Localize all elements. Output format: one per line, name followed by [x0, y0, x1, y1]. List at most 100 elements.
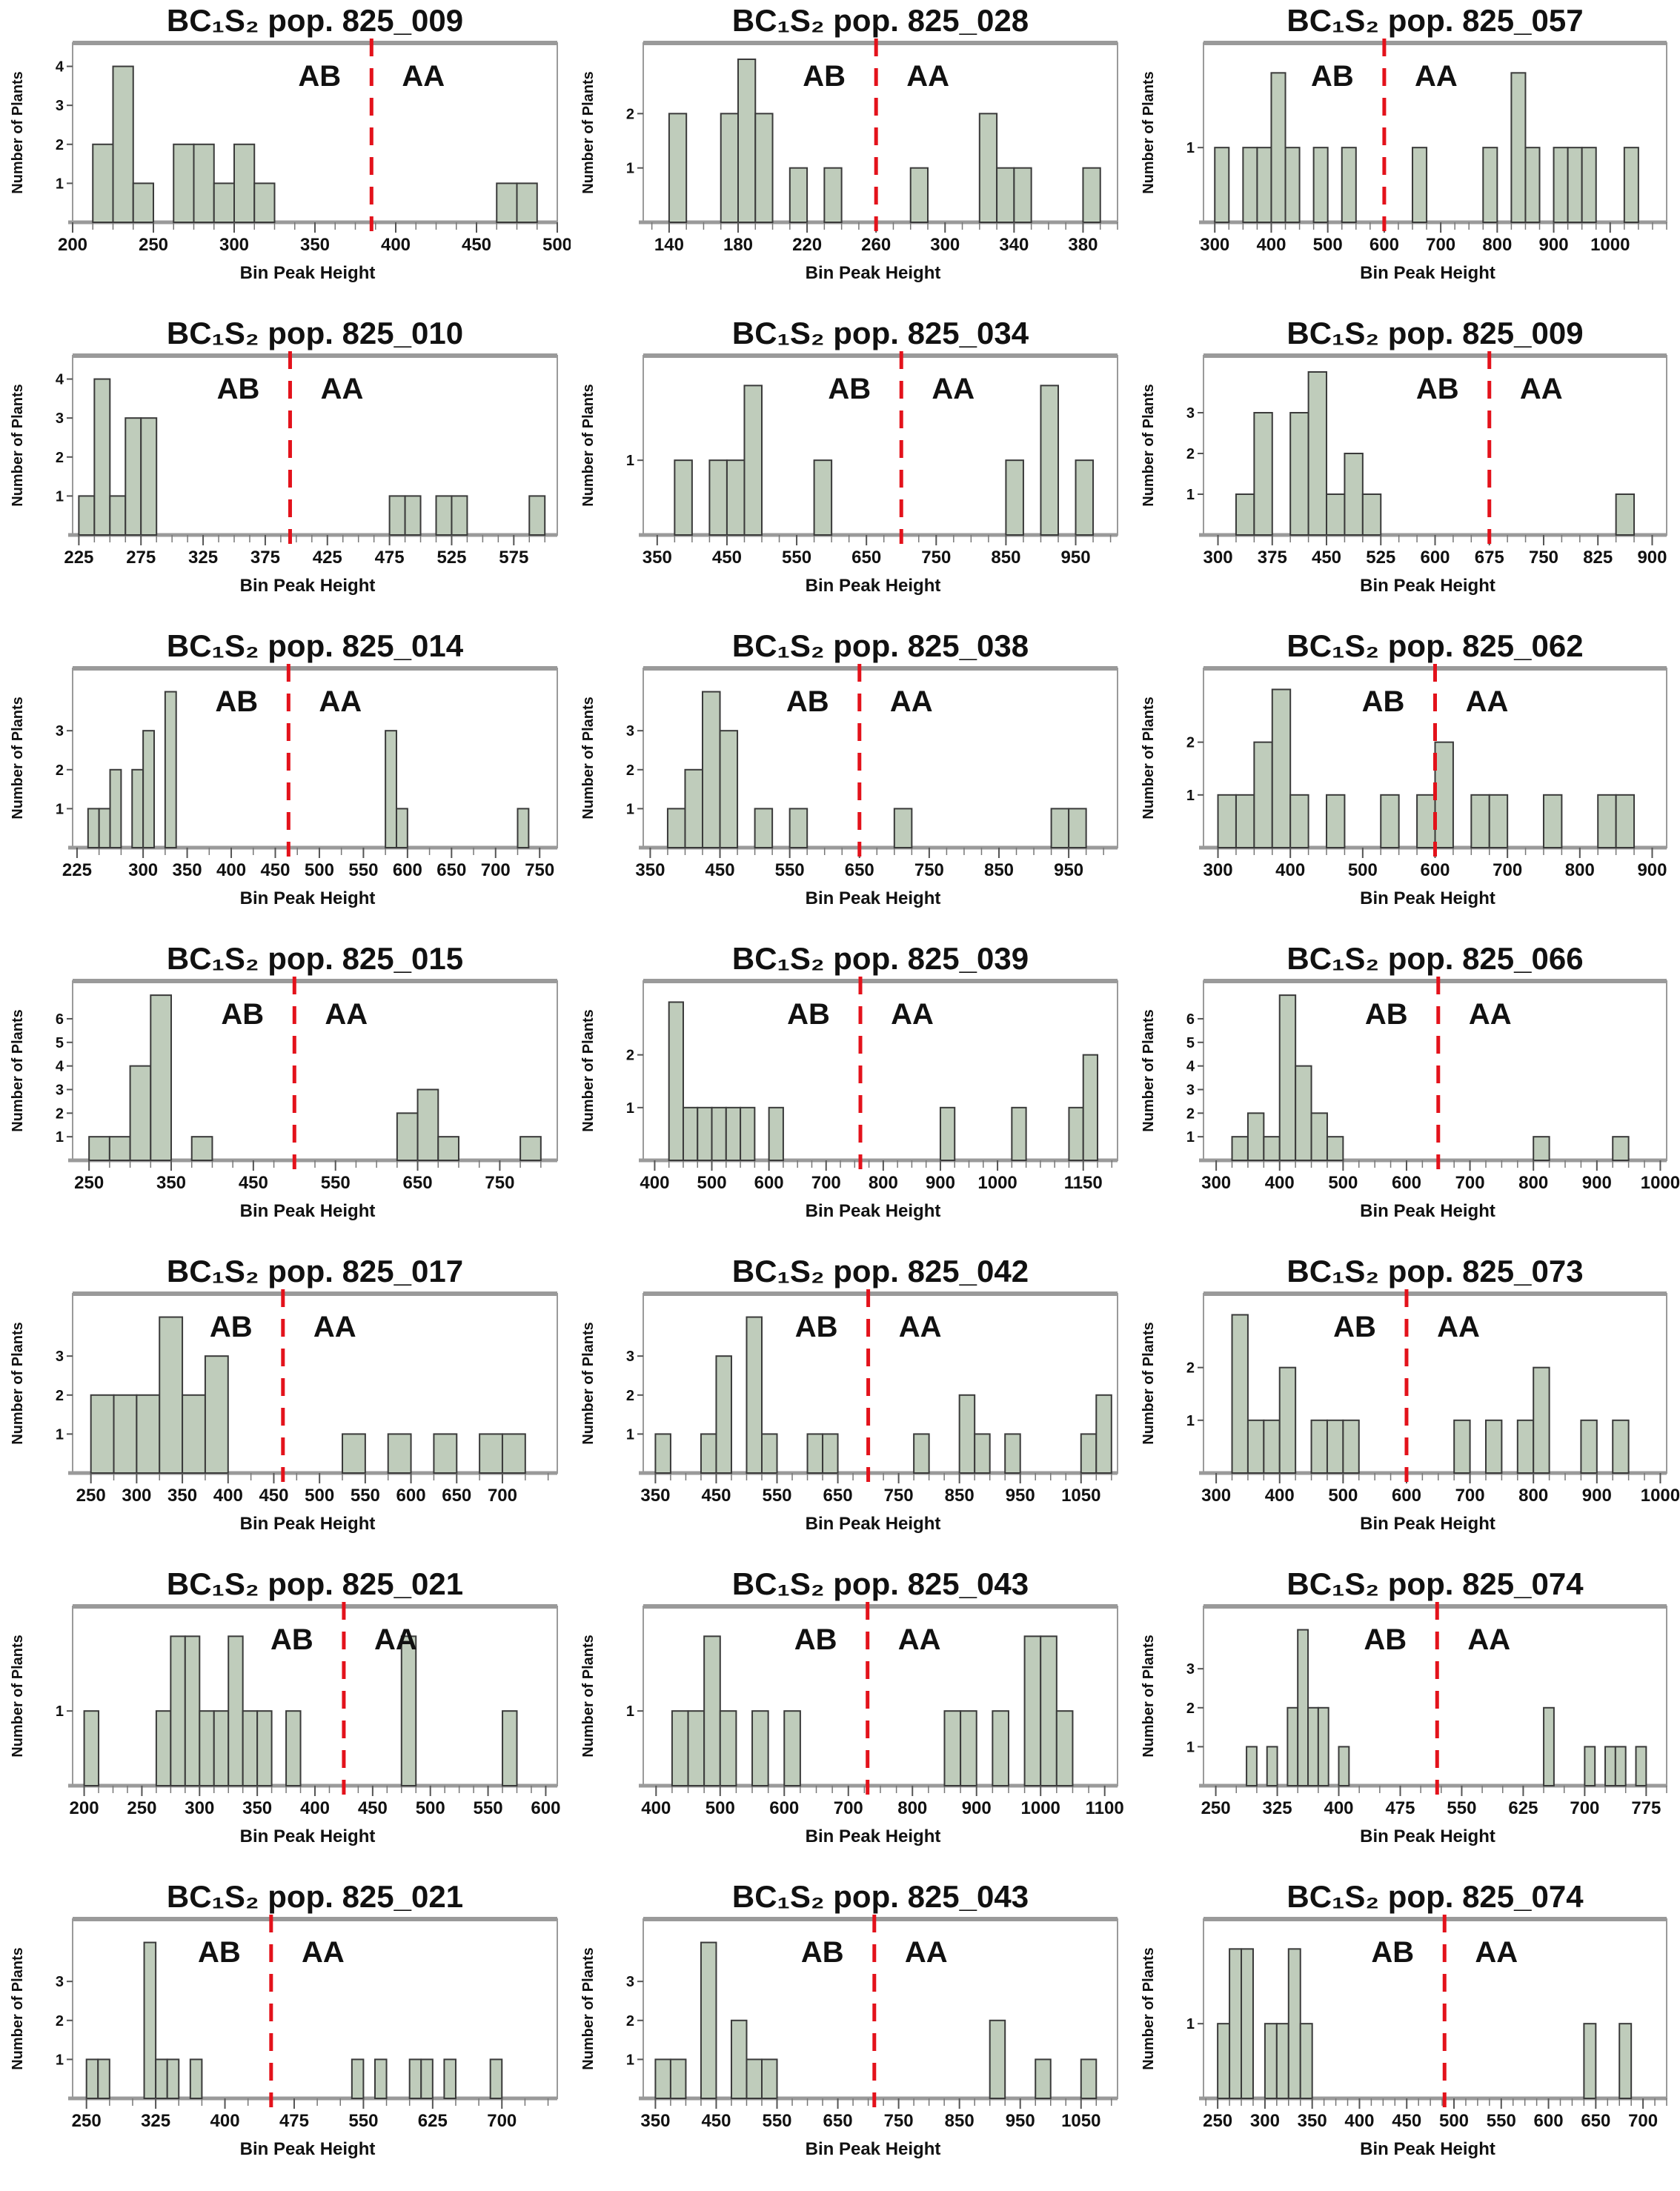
- histogram-bar: [654, 1433, 671, 1474]
- histogram-bar: [502, 1710, 518, 1787]
- histogram-bar: [1011, 1106, 1027, 1161]
- x-tick-label: 450: [705, 860, 735, 880]
- y-tick-label: 3: [626, 1974, 634, 1990]
- x-tick-label: 700: [1455, 1173, 1485, 1193]
- histogram-bar: [1416, 794, 1436, 848]
- x-tick-label: 200: [58, 235, 87, 255]
- x-tick-label: 575: [499, 548, 528, 568]
- y-axis-label: Number of Plants: [10, 71, 26, 194]
- ab-zone-label: AB: [787, 998, 830, 1031]
- x-tick-label: 400: [1265, 1486, 1295, 1506]
- histogram-bar: [385, 730, 397, 848]
- histogram-bar: [93, 378, 111, 536]
- x-tick-label: 250: [72, 2111, 102, 2131]
- aa-zone-label: AA: [898, 1623, 941, 1656]
- x-tick-label: 950: [1061, 548, 1091, 568]
- chart-title: BC₁S₂ pop. 825_043: [732, 1879, 1029, 1914]
- histogram-bar: [674, 459, 693, 536]
- y-axis-label: Number of Plants: [10, 1947, 26, 2070]
- x-tick-label: 300: [1250, 2111, 1280, 2131]
- x-tick-label: 450: [1312, 548, 1341, 568]
- x-tick-label: 700: [1628, 2111, 1658, 2131]
- x-tick-label: 525: [1366, 548, 1395, 568]
- y-tick-label: 1: [626, 1100, 634, 1117]
- x-tick-label: 350: [635, 860, 665, 880]
- chart-title: BC₁S₂ pop. 825_074: [1286, 1566, 1584, 1601]
- x-tick-label: 500: [1439, 2111, 1469, 2131]
- chart-title: BC₁S₂ pop. 825_028: [732, 3, 1029, 38]
- x-tick-label: 500: [705, 1798, 735, 1818]
- histogram-bar: [989, 2019, 1006, 2099]
- x-tick-label: 825: [1583, 548, 1613, 568]
- histogram-chart: BC₁S₂ pop. 825_038 350 450 550 650 750 850 950 1…: [580, 628, 1118, 908]
- y-tick-label: 1: [1186, 1413, 1195, 1429]
- histogram-bar: [1217, 2023, 1231, 2100]
- histogram-bar: [1597, 794, 1617, 848]
- histogram-bar: [489, 2058, 503, 2100]
- histogram-bar: [1434, 741, 1454, 848]
- histogram-bar: [443, 2058, 456, 2100]
- x-tick-label: 950: [1006, 2111, 1035, 2131]
- histogram-chart: BC₁S₂ pop. 825_009 300 375 450 525 600 675 750 8…: [1141, 316, 1667, 596]
- histogram-bar: [1618, 2023, 1633, 2100]
- x-tick-label: 525: [436, 548, 466, 568]
- histogram-bar: [1264, 2023, 1278, 2100]
- x-tick-label: 300: [219, 235, 249, 255]
- histogram-bar: [1246, 1419, 1265, 1474]
- x-tick-label: 400: [1344, 2111, 1374, 2131]
- x-tick-label: 850: [984, 860, 1014, 880]
- histogram-bar: [1013, 167, 1032, 224]
- x-axis-label: Bin Peak Height: [1360, 263, 1495, 283]
- x-tick-label: 800: [869, 1173, 898, 1193]
- histogram-bar: [1326, 493, 1346, 536]
- histogram-bar: [395, 808, 408, 849]
- x-tick-label: 180: [723, 235, 753, 255]
- histogram-bar: [1542, 794, 1563, 848]
- histogram-bar: [700, 1433, 717, 1474]
- x-tick-label: 260: [861, 235, 891, 255]
- x-tick-label: 550: [782, 548, 811, 568]
- y-tick-label: 3: [56, 1974, 64, 1990]
- histogram-bar: [974, 1433, 991, 1474]
- y-tick-label: 1: [626, 1703, 634, 1720]
- histogram-bar: [668, 1001, 684, 1162]
- x-tick-label: 550: [351, 1486, 380, 1506]
- x-tick-label: 800: [1518, 1173, 1548, 1193]
- histogram-panel: BC₁S₂ pop. 825_043 350 450 550 650 750 850 950 1…: [571, 1876, 1131, 2189]
- aa-zone-label: AA: [374, 1623, 417, 1656]
- histogram-bar: [1342, 1419, 1360, 1474]
- histogram-bar: [754, 808, 774, 849]
- chart-title: BC₁S₂ pop. 825_017: [167, 1254, 463, 1289]
- histogram-chart: BC₁S₂ pop. 825_073 300 400 500 600 700 800 900 1…: [1141, 1254, 1680, 1534]
- histogram-bar: [85, 2058, 99, 2100]
- x-tick-label: 850: [945, 2111, 975, 2131]
- histogram-bar: [823, 167, 843, 224]
- x-tick-label: 900: [926, 1173, 955, 1193]
- x-tick-label: 650: [403, 1173, 433, 1193]
- histogram-bar: [528, 495, 546, 536]
- histogram-bar: [806, 1433, 824, 1474]
- histogram-panel: BC₁S₂ pop. 825_062 300 400 500 600 700 800 900 1…: [1131, 625, 1680, 938]
- histogram-panel: BC₁S₂ pop. 825_042 350 450 550 650 750 850 950 1…: [571, 1251, 1131, 1563]
- x-tick-label: 600: [396, 1486, 426, 1506]
- y-tick-label: 2: [626, 106, 634, 122]
- ab-zone-label: AB: [1362, 685, 1405, 718]
- y-tick-label: 1: [56, 1129, 64, 1146]
- histogram-bar: [1035, 2058, 1052, 2100]
- ab-zone-label: AB: [786, 685, 829, 718]
- x-tick-label: 225: [64, 548, 93, 568]
- y-tick-label: 4: [1186, 1059, 1195, 1075]
- histogram-bar: [708, 459, 728, 536]
- histogram-chart: BC₁S₂ pop. 825_039 400 500 600 700 800 900 1000…: [580, 941, 1118, 1221]
- y-tick-label: 1: [1186, 2016, 1195, 2032]
- histogram-bar: [719, 730, 739, 848]
- histogram-bar: [150, 994, 173, 1161]
- histogram-bar: [1584, 1746, 1596, 1787]
- x-tick-label: 600: [1392, 1173, 1421, 1193]
- histogram-chart: BC₁S₂ pop. 825_074 250 325 400 475 550 625 700 7…: [1141, 1566, 1667, 1846]
- x-tick-label: 500: [305, 1486, 334, 1506]
- histogram-panel: BC₁S₂ pop. 825_074 250 300 350 400 450 500 550 6…: [1131, 1876, 1680, 2189]
- histogram-bar: [285, 1710, 302, 1787]
- y-tick-label: 1: [56, 176, 64, 192]
- histogram-bar: [1326, 1419, 1344, 1474]
